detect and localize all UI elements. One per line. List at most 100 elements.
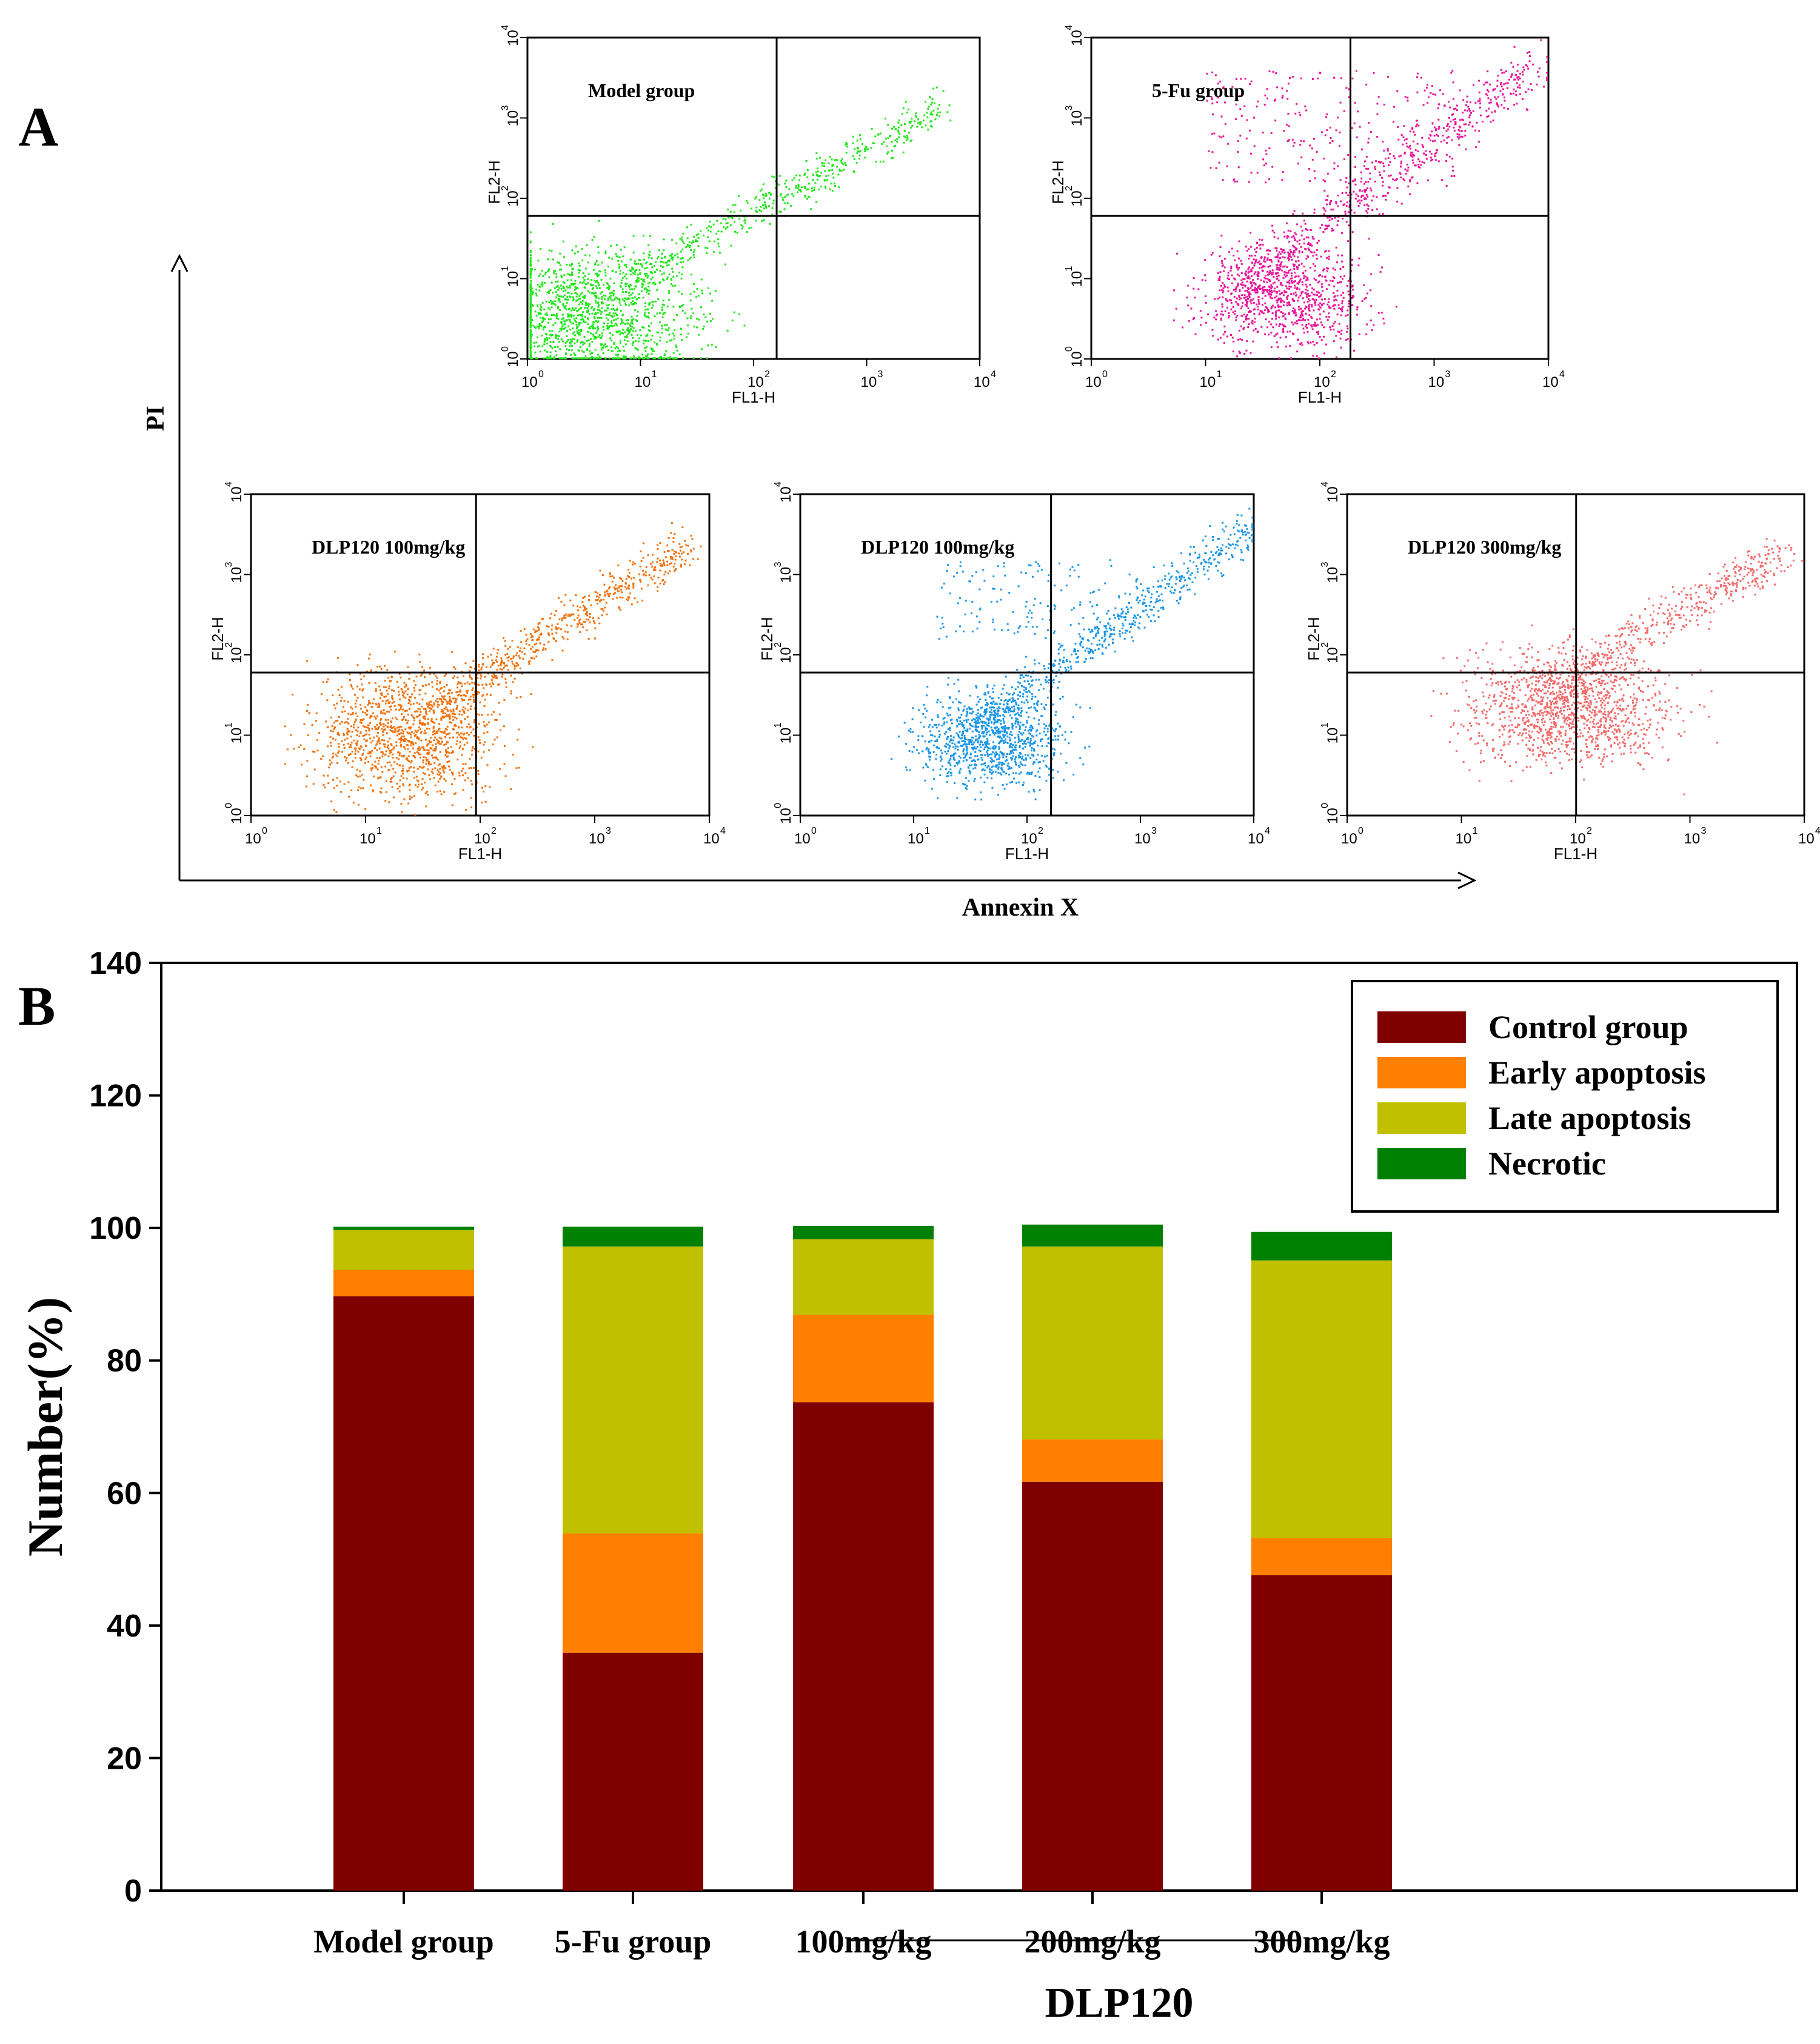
flow-dot [1247, 268, 1250, 270]
flow-dot [825, 159, 827, 161]
flow-dot [1226, 300, 1229, 302]
flow-dot [1417, 124, 1420, 127]
flow-dot [700, 230, 702, 232]
flow-dot [1193, 317, 1196, 319]
flow-dot [1241, 305, 1243, 307]
flow-dot [1276, 300, 1278, 302]
flow-dot [426, 703, 429, 706]
flow-dot [584, 304, 587, 306]
flow-dot [1365, 198, 1367, 200]
flow-dot [1290, 269, 1292, 271]
flow-dot [724, 218, 727, 221]
flow-dot [1288, 258, 1290, 260]
flow-dot [423, 676, 426, 679]
flow-dot [582, 272, 584, 275]
flow-dot [1286, 140, 1289, 142]
flow-dot [1277, 280, 1280, 282]
flow-dot [877, 133, 880, 136]
x-tick-exponent: 1 [652, 369, 657, 380]
flow-dot [1250, 352, 1252, 354]
flow-dot [624, 336, 626, 338]
flow-dot [1495, 98, 1497, 100]
flow-dot [1492, 119, 1494, 122]
flow-dot [1342, 297, 1345, 299]
flow-dot [360, 678, 363, 680]
flow-dot [1248, 311, 1251, 313]
flow-dot [406, 770, 409, 772]
flow-dot [1324, 210, 1327, 212]
flow-dot [394, 728, 396, 730]
flow-dot [1296, 286, 1299, 289]
flow-dot [865, 148, 868, 150]
flow-dot [1348, 293, 1350, 296]
flow-dot [594, 312, 597, 314]
flow-dot [408, 672, 410, 675]
flow-dot [384, 728, 386, 731]
flow-dot [421, 766, 423, 769]
flow-dot [1231, 247, 1233, 250]
flow-dot [1452, 113, 1454, 115]
flow-dot [1259, 287, 1262, 290]
flow-dot [764, 203, 766, 206]
flow-dot [1536, 71, 1539, 73]
flow-dot [1427, 102, 1429, 104]
flow-dot [1214, 74, 1217, 76]
flow-dot [651, 276, 654, 279]
flow-dot [390, 689, 393, 691]
flow-dot [781, 196, 784, 199]
flow-dot [594, 300, 597, 302]
flow-dot [344, 710, 346, 712]
flow-dot [549, 289, 552, 292]
flow-dot [446, 751, 449, 753]
flow-dot [415, 776, 418, 778]
flow-dot [1405, 172, 1407, 175]
flow-dot [746, 230, 748, 233]
flow-dot [493, 739, 496, 741]
flow-dot [1468, 116, 1471, 119]
flow-dot [410, 693, 413, 695]
flow-dot [1257, 330, 1259, 333]
flow-dot [575, 292, 577, 294]
flow-dot [604, 295, 607, 297]
flow-dot [1325, 116, 1328, 118]
flow-dot [1437, 127, 1440, 130]
flow-dot [1268, 333, 1270, 336]
flow-dot [423, 749, 426, 751]
flow-dot [362, 787, 364, 789]
flow-dot [791, 179, 794, 181]
flow-dot [661, 324, 663, 327]
flow-dot [327, 726, 329, 728]
flow-dot [1320, 293, 1322, 296]
flow-dot [1223, 266, 1226, 269]
flow-dot [697, 240, 699, 243]
flow-dot [414, 697, 417, 699]
flow-dot [1430, 135, 1432, 137]
flow-dot [589, 350, 591, 352]
flow-dot [1475, 146, 1477, 149]
flow-dot [692, 357, 695, 360]
flow-dot [1347, 280, 1350, 282]
flow-dot [1331, 325, 1334, 327]
flow-dot [371, 763, 373, 766]
flow-dot [450, 722, 452, 724]
flow-dot [1316, 342, 1318, 344]
flow-dot [1204, 280, 1206, 282]
flow-dot [1307, 247, 1310, 250]
flow-dot [541, 345, 544, 347]
flow-dot [1291, 277, 1293, 280]
flow-dot [1452, 169, 1454, 172]
flow-dot [561, 323, 563, 325]
flow-dot [1456, 133, 1459, 136]
flow-dot [1451, 139, 1453, 141]
flow-dot [1240, 272, 1243, 274]
flow-dot [529, 261, 532, 263]
flow-dot [706, 236, 709, 238]
flow-dot [381, 771, 384, 773]
flow-dot [408, 677, 410, 680]
flow-dot [574, 252, 576, 255]
flow-dot [388, 685, 390, 688]
flow-dot [477, 750, 480, 752]
flow-dot [1341, 310, 1343, 313]
flow-dot [1304, 319, 1306, 321]
flow-dot [529, 282, 532, 284]
